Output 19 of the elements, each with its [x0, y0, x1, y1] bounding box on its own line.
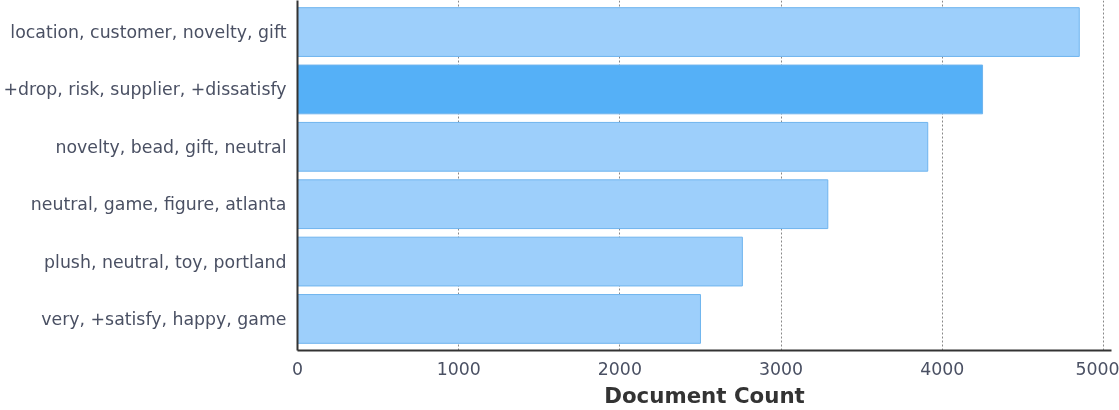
y-tick-label: location, customer, novelty, gift — [10, 22, 287, 43]
x-tick-label: 1000 — [436, 358, 481, 379]
bar — [297, 236, 743, 287]
bar — [297, 294, 701, 344]
x-axis-title: Document Count — [604, 382, 805, 408]
bar — [297, 64, 984, 115]
x-tick-label: 4000 — [920, 358, 965, 379]
x-tick-label: 5000 — [1075, 358, 1119, 379]
x-tick-label: 3000 — [759, 358, 804, 379]
bar — [297, 179, 829, 230]
y-tick-label: plush, neutral, toy, portland — [44, 251, 287, 272]
bar — [297, 121, 929, 172]
y-tick-label: very, +satisfy, happy, game — [41, 308, 287, 329]
x-tick-label: 0 — [291, 358, 304, 379]
bar — [297, 7, 1080, 57]
y-tick-label: novelty, bead, gift, neutral — [55, 136, 287, 157]
x-tick-label: 2000 — [597, 358, 642, 379]
y-tick-label: +drop, risk, supplier, +dissatisfy — [3, 79, 287, 100]
y-tick-label: neutral, game, figure, atlanta — [30, 194, 287, 215]
